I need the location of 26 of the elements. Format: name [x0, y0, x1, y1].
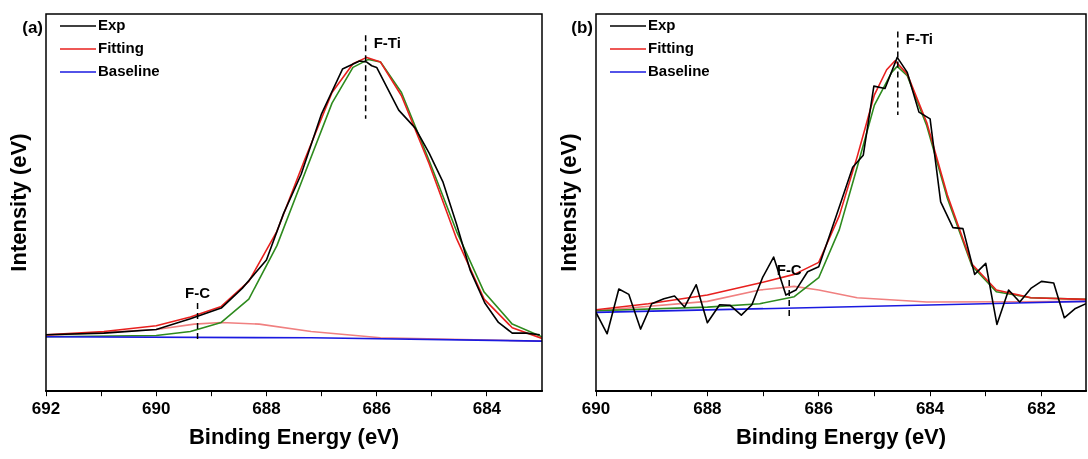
y-axis-title: Intensity (eV)	[6, 133, 32, 272]
legend-label: Fitting	[98, 39, 144, 57]
x-tick-label: 688	[693, 399, 722, 419]
legend-label: Exp	[648, 16, 676, 34]
x-axis-title: Binding Energy (eV)	[735, 423, 947, 449]
x-tick-label: 690	[142, 399, 171, 419]
x-tick-label: 692	[31, 399, 61, 419]
ref-line-label: F-Ti	[905, 30, 934, 48]
x-tick-label: 686	[804, 399, 833, 419]
legend-label: Fitting	[648, 39, 694, 57]
x-tick-label: 690	[581, 399, 611, 419]
chart-title: (b)	[571, 17, 593, 37]
y-axis-title: Intensity (eV)	[556, 133, 582, 272]
x-axis-title: Binding Energy (eV)	[188, 423, 400, 449]
ref-line-label: F-C	[185, 283, 211, 301]
x-tick-label: 688	[252, 399, 281, 419]
ref-line-label: F-Ti	[373, 33, 401, 51]
x-tick-label: 686	[362, 399, 391, 419]
x-tick-label: 684	[915, 399, 945, 419]
ref-line-label: F-C	[776, 260, 802, 278]
x-tick-label: 682	[1027, 399, 1056, 419]
legend-label: Baseline	[98, 62, 160, 80]
x-tick-label: 684	[472, 399, 502, 419]
legend-label: Exp	[98, 16, 126, 34]
chart-title: (a)	[22, 17, 43, 37]
legend-label: Baseline	[648, 62, 710, 80]
